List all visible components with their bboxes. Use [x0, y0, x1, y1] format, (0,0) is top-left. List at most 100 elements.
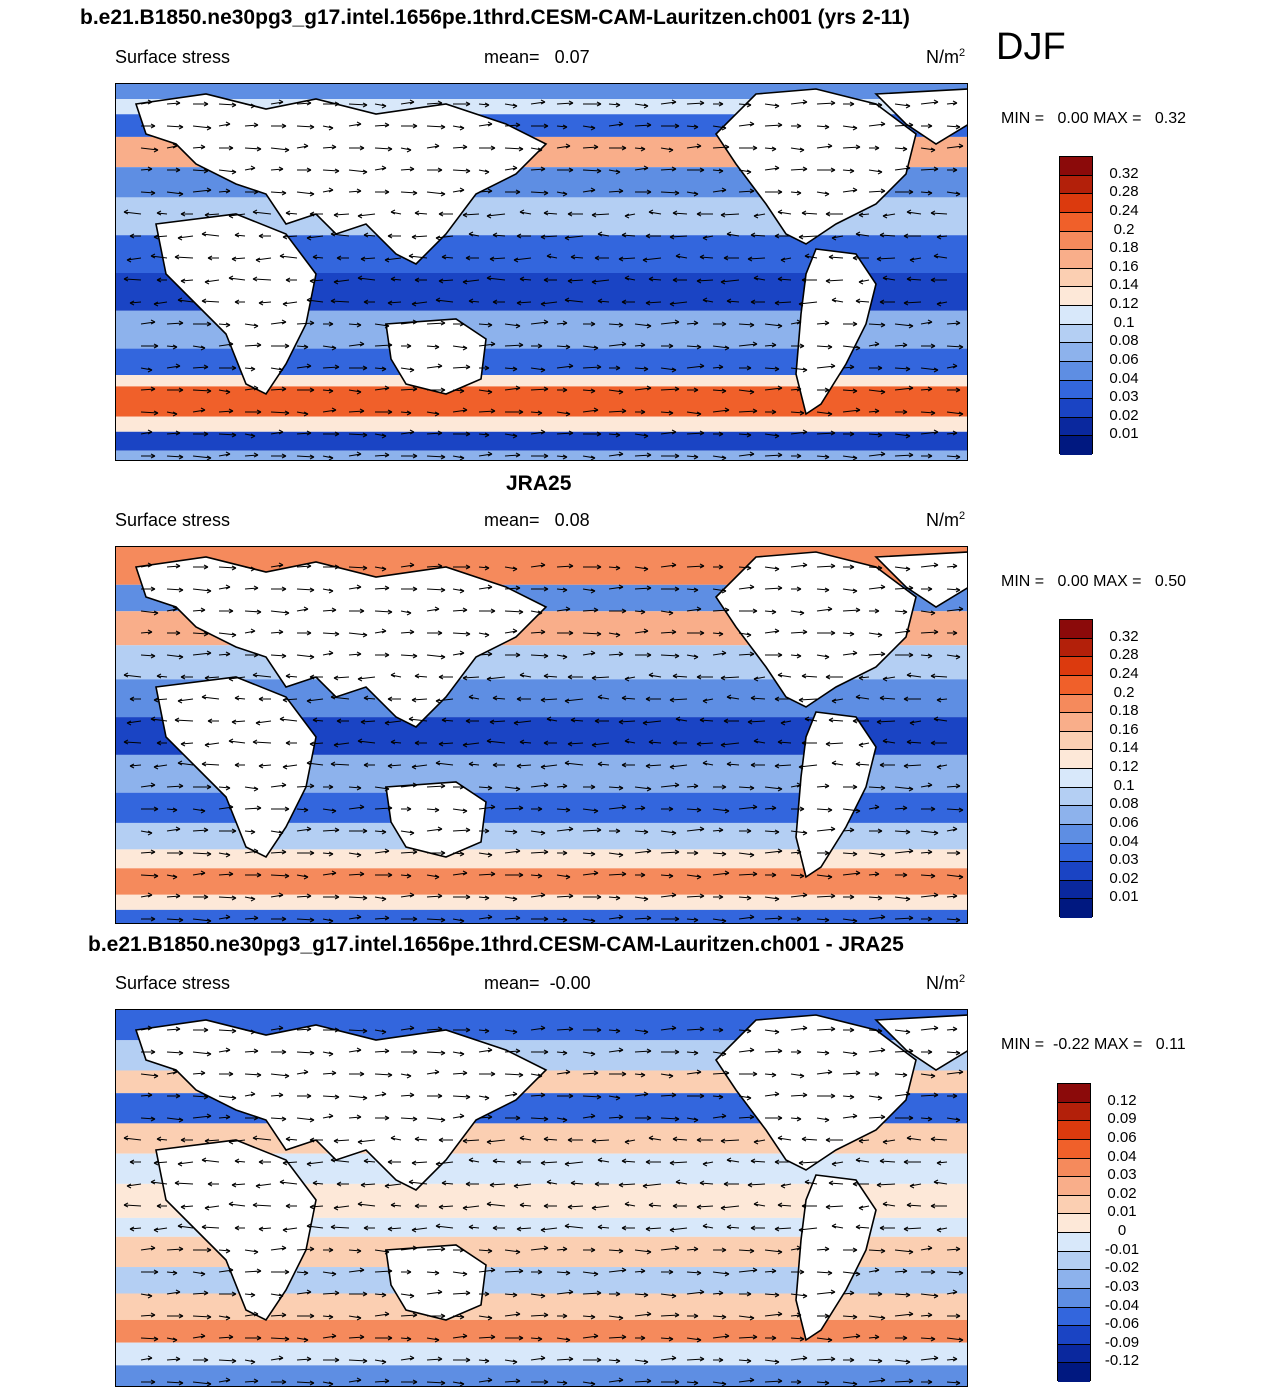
colorbar-label: 0.08 — [1109, 332, 1139, 350]
colorbar-label: 0.18 — [1109, 702, 1139, 720]
season-label: DJF — [996, 26, 1066, 68]
panel-2-mean-value: 0.08 — [554, 510, 590, 530]
colorbar-box — [1060, 620, 1092, 639]
colorbar-box — [1058, 1102, 1090, 1122]
colorbar-box — [1058, 1288, 1090, 1308]
field-band — [116, 450, 967, 460]
colorbar-label: 0 — [1117, 1222, 1127, 1239]
colorbar-box — [1058, 1326, 1090, 1345]
colorbar-box — [1060, 750, 1092, 769]
map-field — [116, 1010, 967, 1386]
panel-3-colorbar — [1057, 1083, 1091, 1382]
continent-outline — [874, 551, 967, 608]
continent-outline — [134, 556, 548, 728]
panel-3-mean-value: -0.00 — [549, 973, 591, 993]
panel-2-variable: Surface stress — [115, 510, 231, 530]
panel-1-units: N/m2 — [926, 47, 965, 68]
colorbar-label: 0.24 — [1109, 201, 1139, 219]
colorbar-box — [1060, 306, 1092, 325]
panel-3-title: b.e21.B1850.ne30pg3_g17.intel.1656pe.1th… — [88, 933, 904, 956]
colorbar-box — [1060, 657, 1092, 676]
continent-outline — [795, 1174, 877, 1342]
continent-outline — [155, 1139, 317, 1322]
colorbar-label: 0.04 — [1109, 832, 1139, 850]
panel-2-min-label: MIN = — [1001, 573, 1045, 590]
panel-2-max-value: 0.50 — [1154, 573, 1187, 590]
field-band — [116, 868, 967, 895]
panel-2-mean-label: mean= — [484, 510, 540, 530]
colorbar-label: -0.06 — [1104, 1315, 1140, 1333]
colorbar-label: 0.18 — [1109, 239, 1139, 257]
field-band — [116, 1217, 967, 1237]
colorbar-box — [1058, 1084, 1090, 1103]
continent-outline — [795, 711, 877, 879]
colorbar-label: 0.03 — [1109, 851, 1139, 869]
panel-1-mean-label: mean= — [484, 47, 540, 67]
colorbar-box — [1058, 1363, 1090, 1382]
colorbar-box — [1060, 212, 1092, 232]
panel-2-title: JRA25 — [506, 472, 572, 495]
colorbar-label: 0.09 — [1107, 1110, 1137, 1128]
colorbar-label: 0.28 — [1109, 646, 1139, 664]
colorbar-box — [1060, 806, 1092, 825]
vector-field — [123, 562, 964, 923]
field-band — [116, 386, 967, 417]
panel-1-max-value: 0.32 — [1154, 110, 1187, 127]
panel-2-max-label: MAX = — [1093, 573, 1142, 590]
field-band — [116, 849, 967, 869]
colorbar-box — [1058, 1177, 1090, 1196]
colorbar-label: 0.02 — [1109, 869, 1139, 887]
colorbar-box — [1060, 324, 1092, 344]
panel-3-units: N/m2 — [926, 973, 965, 994]
colorbar-box — [1060, 194, 1092, 213]
colorbar-box — [1060, 899, 1092, 918]
colorbar-box — [1060, 694, 1092, 714]
panel-2-minmax: MIN = 0.00 MAX = 0.50 — [1001, 573, 1186, 591]
colorbar-box — [1060, 380, 1092, 400]
panel-1-units-base: N/m — [926, 47, 959, 67]
panel-1-title: b.e21.B1850.ne30pg3_g17.intel.1656pe.1th… — [80, 6, 910, 29]
colorbar-label: 0.12 — [1107, 1091, 1137, 1109]
colorbar-label: 0.01 — [1109, 888, 1139, 906]
field-band — [116, 431, 967, 451]
colorbar-box — [1058, 1195, 1090, 1215]
colorbar-box — [1060, 843, 1092, 863]
colorbar-label: 0.04 — [1107, 1147, 1137, 1165]
vector-field — [123, 99, 964, 460]
continent-outline — [134, 93, 548, 265]
field-band — [116, 909, 967, 923]
panel-3-max-label: MAX = — [1093, 1036, 1143, 1053]
continent-outline — [714, 1014, 917, 1171]
colorbar-label: -0.04 — [1104, 1296, 1140, 1314]
colorbar-label: 0.24 — [1109, 664, 1139, 682]
colorbar-box — [1058, 1251, 1090, 1271]
colorbar-box — [1058, 1307, 1090, 1327]
colorbar-box — [1060, 880, 1092, 900]
panel-2-min-value: 0.00 — [1057, 573, 1089, 590]
colorbar-label: 0.12 — [1109, 295, 1139, 312]
colorbar-box — [1060, 399, 1092, 418]
colorbar-label: 0.03 — [1107, 1166, 1137, 1184]
panel-1-units-exp: 2 — [959, 47, 966, 59]
panel-2-colorbar — [1059, 619, 1093, 918]
panel-2-mean: mean= 0.08 — [484, 510, 590, 531]
colorbar-box — [1060, 231, 1092, 251]
panel-1-mean-value: 0.07 — [554, 47, 590, 67]
colorbar-box — [1060, 287, 1092, 306]
colorbar-label: 0.06 — [1109, 813, 1139, 831]
colorbar-label: 0.02 — [1109, 406, 1139, 424]
colorbar-label: 0.32 — [1109, 164, 1139, 182]
panel-3-map — [115, 1009, 968, 1387]
panel-1-mean: mean= 0.07 — [484, 47, 590, 68]
colorbar-label: -0.09 — [1104, 1333, 1140, 1351]
continent-outline — [714, 551, 917, 708]
colorbar-label: 0.1 — [1113, 313, 1135, 331]
colorbar-box — [1060, 250, 1092, 269]
colorbar-box — [1060, 343, 1092, 362]
continent-outline — [874, 1014, 967, 1071]
panel-2-units-base: N/m — [926, 510, 959, 530]
colorbar-box — [1060, 638, 1092, 658]
colorbar-label: 0.01 — [1107, 1203, 1137, 1221]
colorbar-box — [1058, 1270, 1090, 1289]
panel-1-max-label: MAX = — [1093, 110, 1142, 127]
